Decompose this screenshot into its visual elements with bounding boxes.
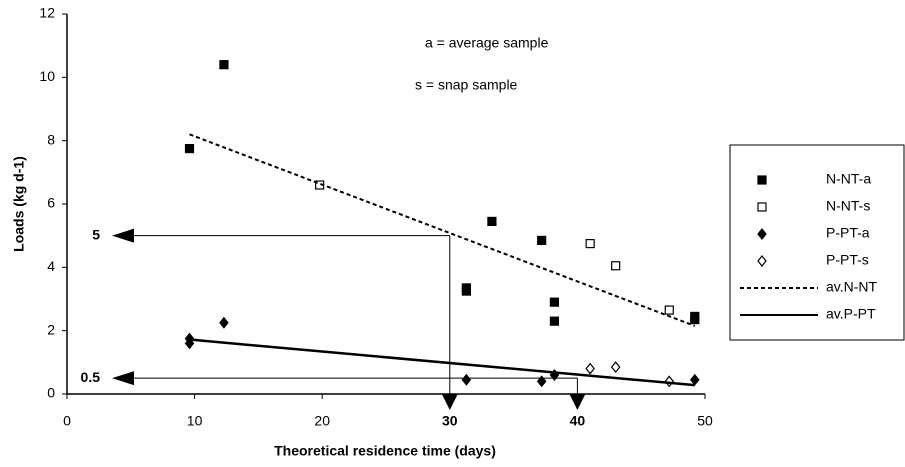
legend-label: N-NT-s bbox=[826, 198, 870, 214]
y-tick-label: 6 bbox=[47, 195, 55, 211]
data-point bbox=[690, 314, 700, 325]
y-tick-label: 10 bbox=[39, 68, 55, 84]
data-point bbox=[461, 373, 472, 386]
x-tick-label: 30 bbox=[442, 413, 458, 429]
data-point bbox=[219, 60, 229, 70]
legend-symbol bbox=[757, 228, 767, 240]
legend-symbol bbox=[757, 175, 767, 185]
annotation-label: 5 bbox=[92, 226, 100, 242]
legend-label: P-PT-s bbox=[826, 252, 869, 268]
legend-label: P-PT-a bbox=[826, 225, 870, 241]
data-point bbox=[461, 286, 471, 296]
x-tick-label: 20 bbox=[314, 413, 330, 429]
y-tick-label: 4 bbox=[47, 258, 55, 274]
x-axis-title: Theoretical residence time (days) bbox=[274, 443, 496, 459]
data-point bbox=[664, 305, 674, 315]
x-tick-label: 10 bbox=[187, 413, 203, 429]
annotation-arrowhead bbox=[441, 394, 458, 410]
x-tick-label: 0 bbox=[63, 413, 71, 429]
trend-line bbox=[189, 338, 695, 387]
data-point bbox=[549, 297, 560, 307]
data-point bbox=[585, 238, 595, 249]
legend-label: av.N-NT bbox=[826, 279, 878, 295]
data-point bbox=[690, 373, 700, 386]
data-point bbox=[537, 235, 547, 246]
y-tick-label: 0 bbox=[47, 385, 55, 401]
annotation-label: 0.5 bbox=[81, 369, 101, 385]
y-tick-label: 12 bbox=[39, 5, 55, 21]
data-point bbox=[585, 362, 595, 375]
data-point bbox=[219, 316, 229, 329]
annotation-arrowhead bbox=[569, 394, 586, 410]
data-point bbox=[610, 361, 621, 374]
data-point bbox=[549, 316, 560, 326]
y-tick-label: 8 bbox=[47, 131, 55, 147]
annotation-arrowhead bbox=[112, 371, 134, 386]
y-axis-title: Loads (kg d-1) bbox=[11, 156, 27, 252]
legend-symbol bbox=[757, 202, 767, 212]
y-tick-label: 2 bbox=[47, 321, 55, 337]
note: a = average sample bbox=[425, 35, 549, 51]
legend-label: N-NT-a bbox=[826, 171, 871, 187]
x-tick-label: 40 bbox=[570, 413, 586, 429]
data-point bbox=[184, 143, 195, 154]
data-point bbox=[536, 375, 547, 388]
legend-label: av.P-PT bbox=[826, 306, 876, 322]
data-point bbox=[611, 261, 621, 271]
annotation-arrowhead bbox=[112, 228, 134, 243]
data-point bbox=[487, 216, 497, 227]
x-tick-label: 50 bbox=[697, 413, 713, 429]
legend-box bbox=[729, 144, 905, 341]
trend-line bbox=[189, 133, 696, 327]
note: s = snap sample bbox=[415, 77, 518, 93]
legend-symbol bbox=[757, 255, 767, 267]
